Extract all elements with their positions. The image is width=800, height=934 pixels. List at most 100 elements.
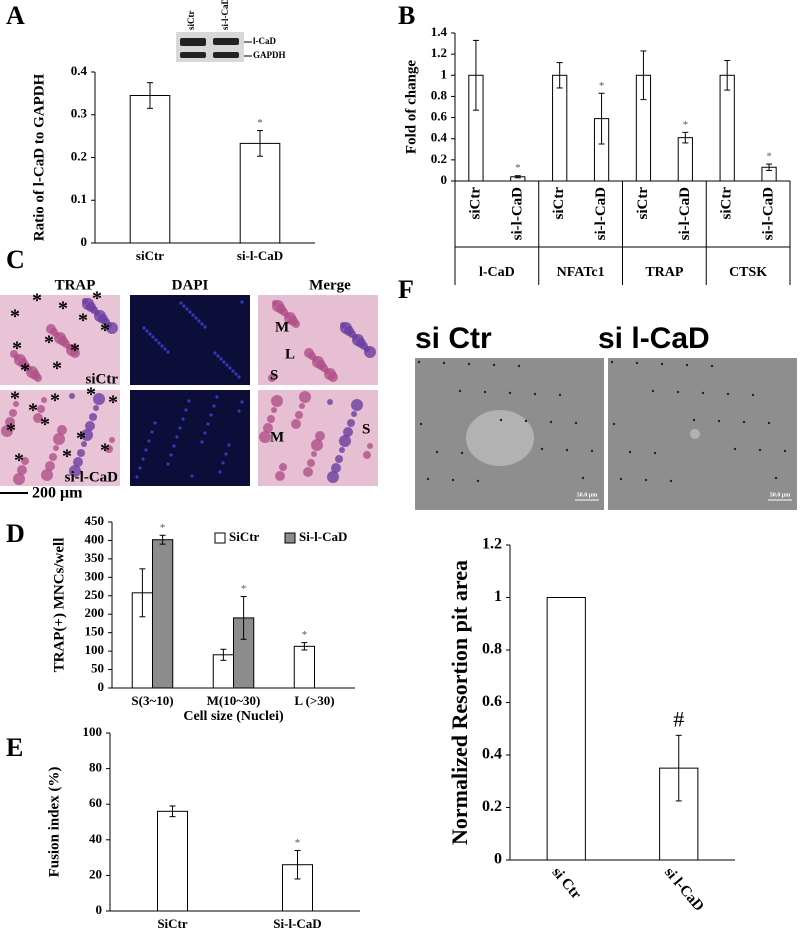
y-tick-label: 1	[441, 66, 448, 81]
cell	[163, 347, 167, 351]
debris	[442, 361, 446, 365]
cell	[182, 304, 186, 308]
x-axis-label: Cell size (Nuclei)	[183, 709, 284, 724]
y-tick-label: 1.2	[431, 45, 447, 60]
x-tick-label: siCtr	[551, 187, 567, 220]
resorption-pit	[690, 429, 700, 439]
panel-label: F	[398, 275, 414, 304]
cell	[203, 325, 207, 329]
cell	[200, 440, 204, 444]
cell	[81, 441, 87, 447]
legend-label: Si-l-CaD	[299, 529, 347, 544]
y-tick-label: 0.3	[71, 106, 88, 121]
cell	[237, 409, 241, 413]
cell	[267, 415, 275, 423]
cell	[271, 407, 277, 413]
cell	[53, 445, 59, 451]
y-tick-label: 100	[83, 724, 103, 739]
cell	[367, 443, 373, 449]
group-label: l-CaD	[479, 265, 515, 280]
cell	[41, 397, 47, 403]
significance-marker: *	[766, 151, 772, 163]
debris	[458, 389, 462, 393]
y-tick-label: 200	[85, 605, 105, 620]
cell	[213, 351, 217, 355]
debris	[767, 421, 771, 425]
cell	[21, 457, 29, 465]
significance-marker: *	[257, 117, 263, 129]
y-tick-label: 50	[91, 661, 104, 676]
cell	[5, 417, 15, 427]
debris	[590, 449, 594, 453]
cell-type-label: L	[285, 346, 295, 362]
significance-marker: *	[241, 583, 247, 595]
y-tick-label: 0.4	[431, 130, 448, 145]
micrograph	[130, 295, 250, 385]
cell	[291, 419, 301, 429]
x-tick-label: siCtr	[136, 248, 164, 263]
cell	[227, 443, 231, 447]
cell	[145, 329, 149, 333]
debris	[669, 479, 673, 483]
debris	[492, 363, 496, 367]
debris	[751, 393, 755, 397]
significance-marker: *	[160, 522, 166, 534]
panel-label: A	[6, 1, 25, 30]
cell	[216, 354, 220, 358]
cell	[292, 320, 300, 328]
debris	[483, 390, 487, 394]
debris	[660, 362, 664, 366]
row-label: si-l-CaD	[65, 469, 118, 485]
cell	[228, 366, 232, 370]
asterisk: *	[44, 332, 54, 354]
cell	[49, 453, 57, 461]
cell	[142, 326, 146, 330]
cell-type-label: S	[270, 367, 278, 383]
x-tick-label: siCtr	[719, 187, 735, 220]
y-tick-label: 0.4	[482, 746, 502, 763]
debris	[610, 360, 614, 364]
asterisk: *	[62, 446, 72, 468]
legend-swatch	[214, 532, 226, 544]
blot-band	[180, 52, 206, 58]
image-title: si Ctr	[415, 322, 492, 355]
x-tick-label: si-l-CaD	[761, 187, 777, 240]
y-axis-label: TRAP(+) MNCs/well	[51, 538, 67, 673]
cell	[363, 451, 371, 459]
x-tick-label: si-l-CaD	[677, 187, 693, 240]
debris	[628, 450, 632, 454]
y-tick-label: 450	[85, 513, 105, 528]
scale-bar-label: 200 μm	[32, 485, 83, 502]
debris	[517, 364, 521, 368]
group-label: TRAP	[645, 265, 684, 280]
cell	[169, 453, 173, 457]
cell	[144, 448, 148, 452]
bar	[152, 539, 174, 689]
asterisk: *	[108, 392, 118, 414]
debris	[635, 361, 639, 365]
asterisk: *	[52, 358, 62, 380]
y-tick-label: 300	[85, 568, 105, 583]
cell	[81, 429, 93, 441]
column-label: DAPI	[172, 277, 209, 293]
row-label: siCtr	[86, 371, 119, 387]
cell	[179, 301, 183, 305]
cell	[222, 360, 226, 364]
asterisk: *	[100, 320, 110, 342]
debris	[783, 449, 787, 453]
cell	[215, 395, 219, 399]
blot-lane-label: si-l-CaD	[220, 0, 230, 30]
panel-label: D	[6, 519, 25, 548]
significance-marker: *	[515, 162, 521, 174]
cell	[178, 426, 182, 430]
column-label: Merge	[309, 277, 351, 293]
cell	[364, 346, 376, 358]
micrograph	[130, 390, 250, 486]
cell	[147, 439, 151, 443]
bar	[546, 597, 586, 861]
cell	[157, 341, 161, 345]
cell	[271, 395, 283, 407]
panel-label: E	[6, 733, 23, 762]
cell	[175, 435, 179, 439]
